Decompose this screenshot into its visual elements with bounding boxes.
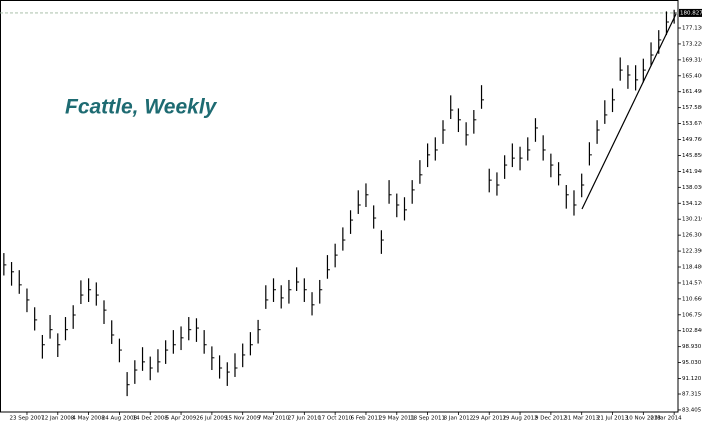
x-tick-label: 24 Aug 2008	[102, 416, 138, 422]
x-tick-label: 9 Dec 2012	[535, 416, 567, 422]
x-tick-label: 4 May 2008	[72, 416, 105, 422]
y-tick-label: 177.130	[682, 25, 702, 31]
x-tick-label: 19 Aug 2012	[502, 416, 537, 422]
x-tick-label: 27 Jun 2010	[288, 416, 322, 422]
y-tick-label: 145.850	[682, 153, 702, 159]
x-tick-label: 26 Jul 2009	[196, 416, 228, 422]
x-tick-label: 29 Apr 2012	[472, 416, 506, 422]
y-tick-label: 165.400	[682, 73, 702, 79]
last-price-box	[679, 8, 702, 17]
x-tick-label: 17 Oct 2010	[318, 416, 353, 422]
y-tick-label: 91.120	[682, 376, 702, 382]
y-tick-label: 126.300	[682, 233, 702, 239]
y-tick-label: 157.580	[682, 105, 702, 111]
y-tick-label: 114.570	[682, 280, 702, 286]
x-tick-label: 5 Apr 2009	[166, 416, 197, 422]
x-tick-label: 14 Dec 2008	[133, 416, 169, 422]
x-tick-label: 21 Jul 2013	[597, 416, 629, 422]
x-tick-label: 15 Nov 2009	[225, 416, 261, 422]
y-tick-label: 161.490	[682, 89, 702, 95]
x-tick-label: 6 Feb 2011	[351, 416, 382, 422]
plot-frame	[0, 0, 679, 413]
x-tick-label: 23 Sep 2007	[10, 416, 45, 422]
y-tick-label: 87.315	[682, 392, 702, 398]
y-tick-label: 173.220	[682, 41, 702, 47]
y-tick-label: 106.750	[682, 312, 702, 318]
x-tick-label: 10 Nov 2013	[626, 416, 662, 422]
y-tick-label: 149.760	[682, 137, 702, 143]
y-tick-label: 122.390	[682, 249, 702, 255]
y-tick-label: 98.930	[682, 344, 702, 350]
x-tick-label: 29 May 2011	[379, 416, 415, 422]
y-tick-label: 169.310	[682, 57, 702, 63]
x-tick-label: 8 Jan 2012	[444, 416, 473, 422]
y-tick-label: 134.120	[682, 201, 702, 207]
y-tick-label: 118.480	[682, 265, 702, 271]
y-tick-label: 102.840	[682, 328, 702, 334]
x-tick-label: 7 Mar 2010	[258, 416, 290, 422]
y-tick-label: 83.405	[682, 407, 702, 413]
y-tick-label: 110.660	[682, 296, 702, 302]
chart-title: Fcattle, Weekly	[65, 96, 218, 119]
y-tick-label: 138.030	[682, 185, 702, 191]
y-tick-label: 130.210	[682, 217, 702, 223]
x-tick-label: 31 Mar 2013	[564, 416, 599, 422]
y-tick-label: 95.030	[682, 360, 702, 366]
trend-line	[581, 13, 677, 210]
x-tick-label: 2 Mar 2014	[650, 416, 682, 422]
y-tick-label: 141.940	[682, 169, 702, 175]
x-tick-label: 18 Sep 2011	[410, 416, 445, 422]
last-price-label: 180.827	[680, 10, 702, 16]
x-tick-label: 12 Jan 2008	[41, 416, 74, 422]
y-tick-label: 153.670	[682, 121, 702, 127]
